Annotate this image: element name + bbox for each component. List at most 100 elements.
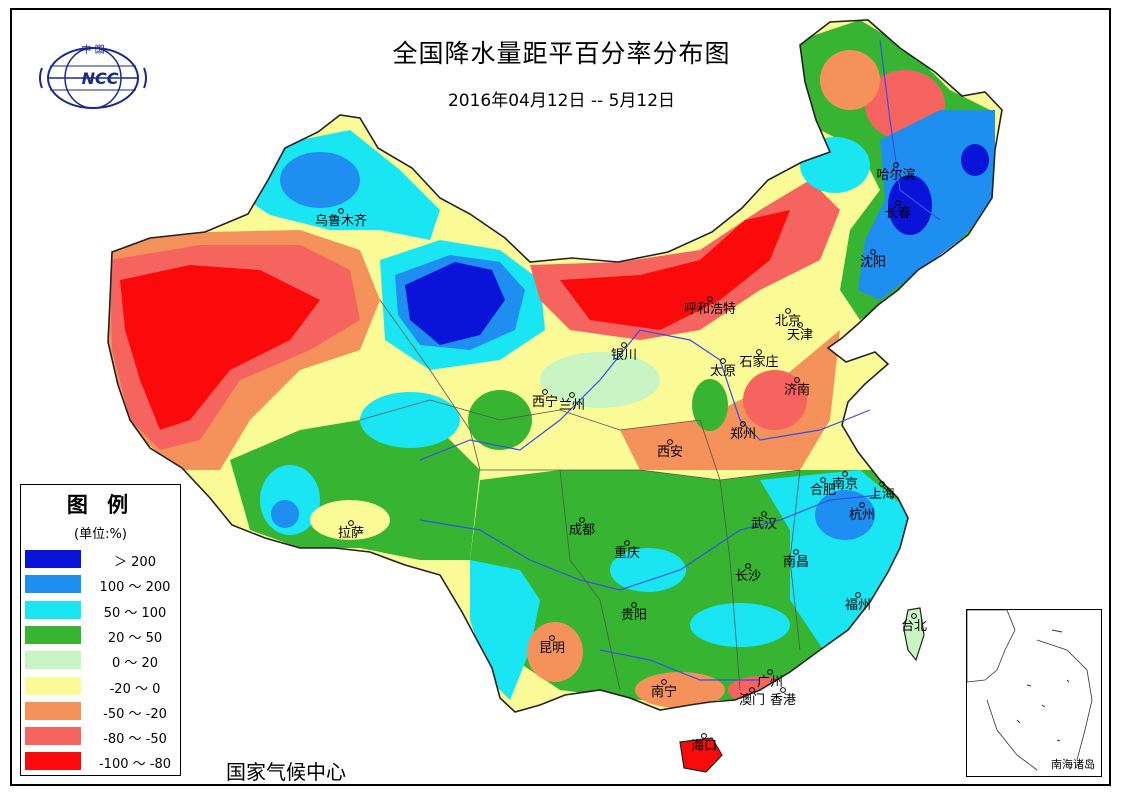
- city-dot-icon: [785, 308, 791, 314]
- city-label: 重庆: [614, 545, 640, 561]
- legend-item: 0 ～ 20: [25, 649, 177, 671]
- legend-swatch: [25, 625, 81, 644]
- city-label: 南昌: [783, 554, 809, 570]
- city-dot-icon: [859, 502, 865, 508]
- map-frame: [10, 8, 1111, 786]
- city-marker: 南京: [832, 471, 858, 492]
- city-label: 拉萨: [338, 526, 364, 541]
- legend-swatch: [25, 701, 81, 720]
- legend-swatch: [25, 651, 81, 670]
- city-dot-icon: [794, 377, 800, 383]
- city-label: 合肥: [810, 483, 836, 498]
- legend-swatch: [25, 600, 81, 619]
- city-marker: 昆明: [539, 635, 565, 656]
- city-dot-icon: [842, 471, 848, 477]
- city-marker: 乌鲁木齐: [315, 208, 367, 229]
- legend-item: ＞ 200: [25, 548, 177, 570]
- city-marker: 济南: [784, 377, 810, 398]
- legend-label: 100 ～ 200: [99, 580, 171, 596]
- city-dot-icon: [701, 733, 707, 739]
- logo-main-text: NCC: [82, 69, 119, 88]
- rivers: [419, 39, 941, 681]
- city-dot-icon: [767, 669, 773, 675]
- city-dot-icon: [624, 540, 630, 546]
- legend-swatch: [25, 752, 81, 771]
- city-dot-icon: [855, 592, 861, 598]
- legend-unit: (单位:%): [74, 527, 127, 542]
- city-label: 呼和浩特: [684, 302, 736, 317]
- city-marker: 呼和浩特: [684, 296, 736, 317]
- city-marker: 银川: [611, 342, 637, 363]
- legend-item: 20 ～ 50: [25, 624, 177, 646]
- legend-label: 20 ～ 50: [107, 630, 163, 646]
- city-marker: 上海: [869, 481, 895, 502]
- city-marker: 沈阳: [860, 249, 886, 270]
- city-dot-icon: [667, 439, 673, 445]
- city-marker: 成都: [569, 517, 595, 538]
- city-dot-icon: [621, 342, 627, 348]
- city-marker: 台北: [901, 613, 927, 634]
- city-marker: 北京: [775, 308, 801, 329]
- city-dot-icon: [761, 511, 767, 517]
- legend-item: 50 ～ 100: [25, 599, 177, 621]
- city-marker: 杭州: [849, 502, 875, 523]
- city-label: 长春: [885, 206, 911, 221]
- city-marker: 拉萨: [338, 520, 364, 541]
- logo-top-text: 中 国: [81, 43, 104, 56]
- city-marker: 重庆: [614, 540, 640, 561]
- city-label: 南宁: [651, 684, 677, 700]
- city-dot-icon: [661, 679, 667, 685]
- legend: 图 例 (单位:%) ＞ 200 100 ～ 200 50 ～ 100 20 ～ 50…: [20, 484, 181, 776]
- city-marker: 西安: [657, 439, 683, 460]
- city-marker: 南昌: [783, 549, 809, 570]
- legend-swatch: [25, 727, 81, 746]
- city-label: 贵阳: [621, 608, 647, 623]
- legend-label: 50 ～ 100: [103, 605, 167, 621]
- city-dot-icon: [569, 392, 575, 398]
- city-dot-icon: [756, 349, 762, 355]
- taiwan-island: [903, 607, 925, 662]
- city-dot-icon: [893, 162, 899, 168]
- city-label: 沈阳: [860, 255, 886, 270]
- legend-item: 100 ～ 200: [25, 573, 177, 595]
- city-dot-icon: [740, 421, 746, 427]
- legend-title: 图 例: [66, 493, 135, 517]
- city-label: 成都: [569, 523, 595, 538]
- city-label: 石家庄: [739, 354, 778, 370]
- city-dot-icon: [631, 602, 637, 608]
- city-marker: 郑州: [730, 421, 756, 442]
- legend-swatch: [25, 676, 81, 695]
- city-dot-icon: [745, 563, 751, 569]
- legend-item: -80 ～ -50: [25, 725, 177, 747]
- city-label: 上海: [869, 487, 895, 502]
- city-marker: 合肥: [810, 477, 836, 498]
- city-marker: 广州: [757, 669, 783, 690]
- inset-map: [967, 610, 1093, 771]
- legend-label: -20 ～ 0: [109, 681, 161, 697]
- legend-item: -20 ～ 0: [25, 675, 177, 697]
- city-marker: 天津: [787, 322, 813, 343]
- city-dot-icon: [749, 687, 755, 693]
- legend-label: 0 ～ 20: [111, 656, 159, 672]
- legend-label: ＞ 200: [114, 555, 156, 570]
- legend-label: -80 ～ -50: [103, 732, 167, 748]
- city-label: 北京: [775, 314, 801, 329]
- city-label: 香港: [770, 693, 796, 708]
- city-dot-icon: [549, 635, 555, 641]
- city-label: 西宁: [532, 394, 558, 410]
- city-marker: 福州: [845, 592, 871, 613]
- city-marker: 澳门: [739, 687, 765, 708]
- city-label: 海口: [691, 739, 717, 754]
- city-dot-icon: [780, 687, 786, 693]
- city-dot-icon: [870, 249, 876, 255]
- city-dot-icon: [911, 613, 917, 619]
- city-marker: 海口: [691, 733, 717, 754]
- city-label: 福州: [845, 598, 871, 613]
- city-dot-icon: [895, 200, 901, 206]
- city-dot-icon: [720, 358, 726, 364]
- legend-label: -100 ～ -80: [98, 757, 171, 773]
- city-dot-icon: [793, 549, 799, 555]
- city-dot-icon: [348, 520, 354, 526]
